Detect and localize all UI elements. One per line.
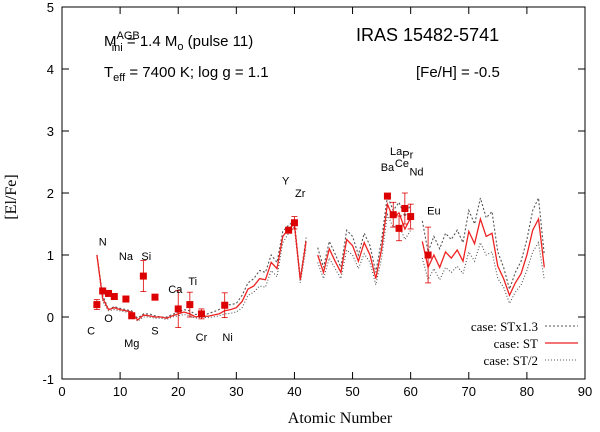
element-label: Zr xyxy=(295,188,306,200)
x-tick-label: 40 xyxy=(287,384,301,399)
observed-point xyxy=(128,312,136,320)
element-label: Ni xyxy=(222,332,232,344)
observed-point xyxy=(93,301,101,309)
series-st-line xyxy=(96,201,545,322)
legend-label: case: ST/2 xyxy=(483,353,538,368)
observed-point xyxy=(151,293,159,301)
mass-sup: AGB xyxy=(117,30,140,42)
observed-point xyxy=(122,295,130,303)
element-label: La xyxy=(390,146,403,158)
x-tick-label: 70 xyxy=(462,384,476,399)
y-tick-label: 2 xyxy=(47,186,54,201)
element-label: Ba xyxy=(381,162,395,174)
observed-point xyxy=(401,205,409,212)
x-tick-label: 90 xyxy=(578,384,592,399)
element-label: Pr xyxy=(402,150,413,162)
y-tick-label: 4 xyxy=(47,62,54,77)
teff-value: = 7400 K; log g = 1.1 xyxy=(125,64,268,81)
teff-prefix: T xyxy=(104,64,113,81)
x-tick-label: 80 xyxy=(520,384,534,399)
x-tick-label: 20 xyxy=(171,384,185,399)
mass-eq: = 1.4 M xyxy=(123,33,178,50)
observed-point xyxy=(395,224,403,232)
element-label: Y xyxy=(282,176,290,188)
observed-point xyxy=(389,211,397,219)
element-label: Si xyxy=(141,251,151,263)
element-label: Cr xyxy=(196,332,208,344)
y-axis-label: [El/Fe] xyxy=(3,174,20,219)
observed-point xyxy=(221,301,229,309)
element-label: Ce xyxy=(395,158,409,170)
element-label: Ti xyxy=(188,276,197,288)
y-tick-label: 5 xyxy=(47,0,54,15)
observed-point xyxy=(99,287,107,295)
observed-point xyxy=(186,301,194,309)
mass-sub: ini xyxy=(112,42,123,54)
x-tick-label: 10 xyxy=(113,384,127,399)
element-label: Mg xyxy=(124,338,139,350)
observed-point xyxy=(290,219,298,227)
y-tick-label: 0 xyxy=(47,310,54,325)
x-tick-label: 30 xyxy=(229,384,243,399)
element-label: Na xyxy=(119,251,134,263)
element-label: Eu xyxy=(427,205,440,217)
chart-title: IRAS 15482-5741 xyxy=(356,25,499,45)
mass-annotation: MAGB ini = 1.4 Mo (pulse 11) xyxy=(104,30,253,54)
y-tick-label: -1 xyxy=(42,372,54,387)
legend-label: case: STx1.3 xyxy=(471,319,538,334)
element-label: Nd xyxy=(409,166,423,178)
observed-point xyxy=(285,226,293,234)
teff-annotation: Teff = 7400 K; log g = 1.1 xyxy=(104,64,269,84)
x-axis-label: Atomic Number xyxy=(288,410,393,427)
x-tick-label: 60 xyxy=(403,384,417,399)
observed-point xyxy=(383,192,391,200)
legend: case: STx1.3 case: ST case: ST/2 xyxy=(471,319,578,368)
element-label: O xyxy=(104,313,113,325)
x-tick-label: 50 xyxy=(345,384,359,399)
y-tick-label: 1 xyxy=(47,248,54,263)
series-stx1.3-line xyxy=(96,193,545,319)
observed-point xyxy=(104,289,112,297)
mass-prefix: M xyxy=(104,33,117,50)
element-label: N xyxy=(99,236,107,248)
mass-unit-sub: o xyxy=(177,41,183,53)
observed-point xyxy=(110,293,118,301)
observed-point xyxy=(407,213,415,221)
observed-point xyxy=(174,305,182,313)
element-label: Ca xyxy=(168,284,183,296)
x-tick-label: 0 xyxy=(58,384,65,399)
observed-point xyxy=(197,310,205,318)
y-tick-label: 3 xyxy=(47,124,54,139)
axis-ticks: 0 10 20 30 40 50 60 70 80 90 -1 0 1 2 3 4 5 xyxy=(42,0,592,399)
observed-point xyxy=(139,272,147,280)
element-label: S xyxy=(151,326,158,338)
observed-point xyxy=(424,251,432,259)
mass-pulse: (pulse 11) xyxy=(183,33,253,50)
metallicity-annotation: [Fe/H] = -0.5 xyxy=(416,64,500,81)
element-label: C xyxy=(87,326,95,338)
teff-sub: eff xyxy=(113,72,126,84)
legend-label: case: ST xyxy=(494,336,538,351)
